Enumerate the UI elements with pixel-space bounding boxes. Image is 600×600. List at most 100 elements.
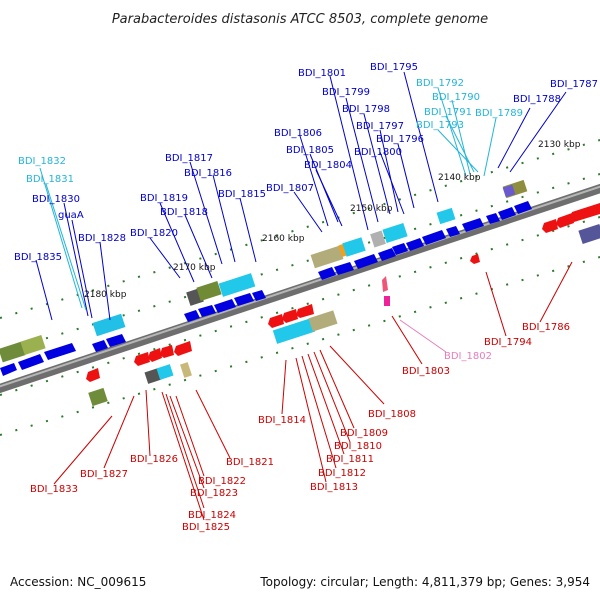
- gene-label[interactable]: BDI_1797: [356, 121, 404, 132]
- gene-label[interactable]: BDI_1789: [475, 108, 523, 119]
- gene-arrow[interactable]: [252, 290, 266, 301]
- gene-label[interactable]: BDI_1801: [298, 68, 346, 79]
- gene-arrow[interactable]: [470, 254, 480, 264]
- gene-block[interactable]: [342, 237, 366, 257]
- gene-arrow[interactable]: [486, 213, 500, 224]
- gene-arrow[interactable]: [44, 343, 76, 360]
- gene-arrow[interactable]: [106, 334, 126, 347]
- gene-label[interactable]: BDI_1817: [165, 153, 213, 164]
- gene-label[interactable]: BDI_1832: [18, 156, 66, 167]
- gene-arrow[interactable]: [392, 243, 408, 255]
- gene-label[interactable]: BDI_1811: [326, 454, 374, 465]
- gene-arrow[interactable]: [422, 230, 446, 245]
- gene-label[interactable]: BDI_1822: [198, 476, 246, 487]
- gene-arrow[interactable]: [570, 203, 600, 222]
- gene-block[interactable]: [382, 222, 408, 244]
- gene-label[interactable]: BDI_1835: [14, 252, 62, 263]
- gene-label[interactable]: BDI_1821: [226, 457, 274, 468]
- gene-label[interactable]: BDI_1803: [402, 366, 450, 377]
- gene-label[interactable]: BDI_1813: [310, 482, 358, 493]
- gene-label[interactable]: BDI_1814: [258, 415, 306, 426]
- gene-label[interactable]: BDI_1806: [274, 128, 322, 139]
- gene-label[interactable]: BDI_1825: [182, 522, 230, 533]
- gene-label[interactable]: BDI_1799: [322, 87, 370, 98]
- gene-label[interactable]: BDI_1787: [550, 79, 598, 90]
- gene-block[interactable]: [272, 318, 316, 344]
- gene-label[interactable]: BDI_1816: [184, 168, 232, 179]
- gene-label[interactable]: guaA: [58, 210, 84, 221]
- gene-arrow[interactable]: [378, 248, 396, 261]
- gene-arrow[interactable]: [18, 354, 44, 370]
- gene-label[interactable]: BDI_1796: [376, 134, 424, 145]
- gene-label[interactable]: BDI_1828: [78, 233, 126, 244]
- gene-block[interactable]: [196, 280, 222, 302]
- gene-label[interactable]: BDI_1830: [32, 194, 80, 205]
- gene-block[interactable]: [180, 362, 192, 378]
- gene-arrow[interactable]: [134, 352, 150, 366]
- gene-label[interactable]: BDI_1815: [218, 189, 266, 200]
- gene-block[interactable]: [308, 310, 338, 332]
- gene-block[interactable]: [310, 245, 344, 269]
- gene-block[interactable]: [218, 273, 256, 297]
- gene-arrow[interactable]: [498, 207, 516, 220]
- gene-label[interactable]: BDI_1827: [80, 469, 128, 480]
- gene-label[interactable]: BDI_1809: [340, 428, 388, 439]
- gene-arrow[interactable]: [160, 345, 174, 358]
- gene-block[interactable]: [384, 296, 390, 306]
- gene-arrow[interactable]: [92, 340, 108, 352]
- gene-block[interactable]: [88, 387, 108, 407]
- gene-label[interactable]: BDI_1808: [368, 409, 416, 420]
- gene-arrow[interactable]: [282, 309, 298, 323]
- gene-arrow[interactable]: [198, 305, 216, 317]
- gene-label[interactable]: BDI_1802: [444, 351, 492, 362]
- gene-label[interactable]: BDI_1826: [130, 454, 178, 465]
- gene-label[interactable]: BDI_1810: [334, 441, 382, 452]
- gene-block[interactable]: [502, 184, 516, 198]
- gene-label[interactable]: BDI_1791: [424, 107, 472, 118]
- gene-arrow[interactable]: [214, 299, 236, 313]
- gene-label[interactable]: BDI_1833: [30, 484, 78, 495]
- gene-arrow[interactable]: [334, 262, 354, 275]
- gene-arrow[interactable]: [148, 348, 162, 362]
- gene-label[interactable]: BDI_1790: [432, 92, 480, 103]
- gene-arrow[interactable]: [318, 267, 336, 280]
- gene-arrow[interactable]: [86, 368, 100, 382]
- gene-label[interactable]: BDI_1794: [484, 337, 532, 348]
- gene-arrow[interactable]: [542, 219, 558, 233]
- gene-block[interactable]: [0, 341, 26, 363]
- gene-label[interactable]: BDI_1800: [354, 147, 402, 158]
- gene-arrow[interactable]: [406, 238, 424, 251]
- gene-arrow[interactable]: [446, 226, 460, 237]
- gene-label[interactable]: BDI_1824: [188, 510, 236, 521]
- gene-arrow[interactable]: [556, 213, 574, 228]
- gene-block[interactable]: [92, 313, 126, 337]
- gene-label[interactable]: BDI_1818: [160, 207, 208, 218]
- gene-label[interactable]: BDI_1804: [304, 160, 352, 171]
- gene-arrow[interactable]: [0, 363, 17, 376]
- gene-arrow[interactable]: [514, 201, 532, 214]
- gene-arrow[interactable]: [462, 218, 484, 232]
- gene-label[interactable]: BDI_1798: [342, 104, 390, 115]
- gene-arrow[interactable]: [174, 341, 192, 356]
- gene-label[interactable]: BDI_1805: [286, 145, 334, 156]
- gene-label[interactable]: BDI_1786: [522, 322, 570, 333]
- gene-block[interactable]: [370, 230, 386, 248]
- gene-label[interactable]: BDI_1793: [416, 120, 464, 131]
- gene-arrow[interactable]: [296, 304, 314, 318]
- gene-block[interactable]: [20, 334, 46, 356]
- gene-block[interactable]: [578, 223, 600, 245]
- gene-label[interactable]: BDI_1792: [416, 78, 464, 89]
- gene-label[interactable]: BDI_1823: [190, 488, 238, 499]
- gene-label[interactable]: BDI_1831: [26, 174, 74, 185]
- gene-arrow[interactable]: [382, 276, 388, 292]
- gene-arrow[interactable]: [184, 310, 200, 322]
- gene-arrow[interactable]: [268, 314, 284, 328]
- gene-label[interactable]: BDI_1807: [266, 183, 314, 194]
- gene-arrow[interactable]: [234, 293, 254, 306]
- gene-label[interactable]: BDI_1820: [130, 228, 178, 239]
- gene-label[interactable]: BDI_1812: [318, 468, 366, 479]
- gene-block[interactable]: [156, 364, 174, 380]
- gene-block[interactable]: [436, 207, 456, 225]
- gene-label[interactable]: BDI_1788: [513, 94, 561, 105]
- gene-label[interactable]: BDI_1795: [370, 62, 418, 73]
